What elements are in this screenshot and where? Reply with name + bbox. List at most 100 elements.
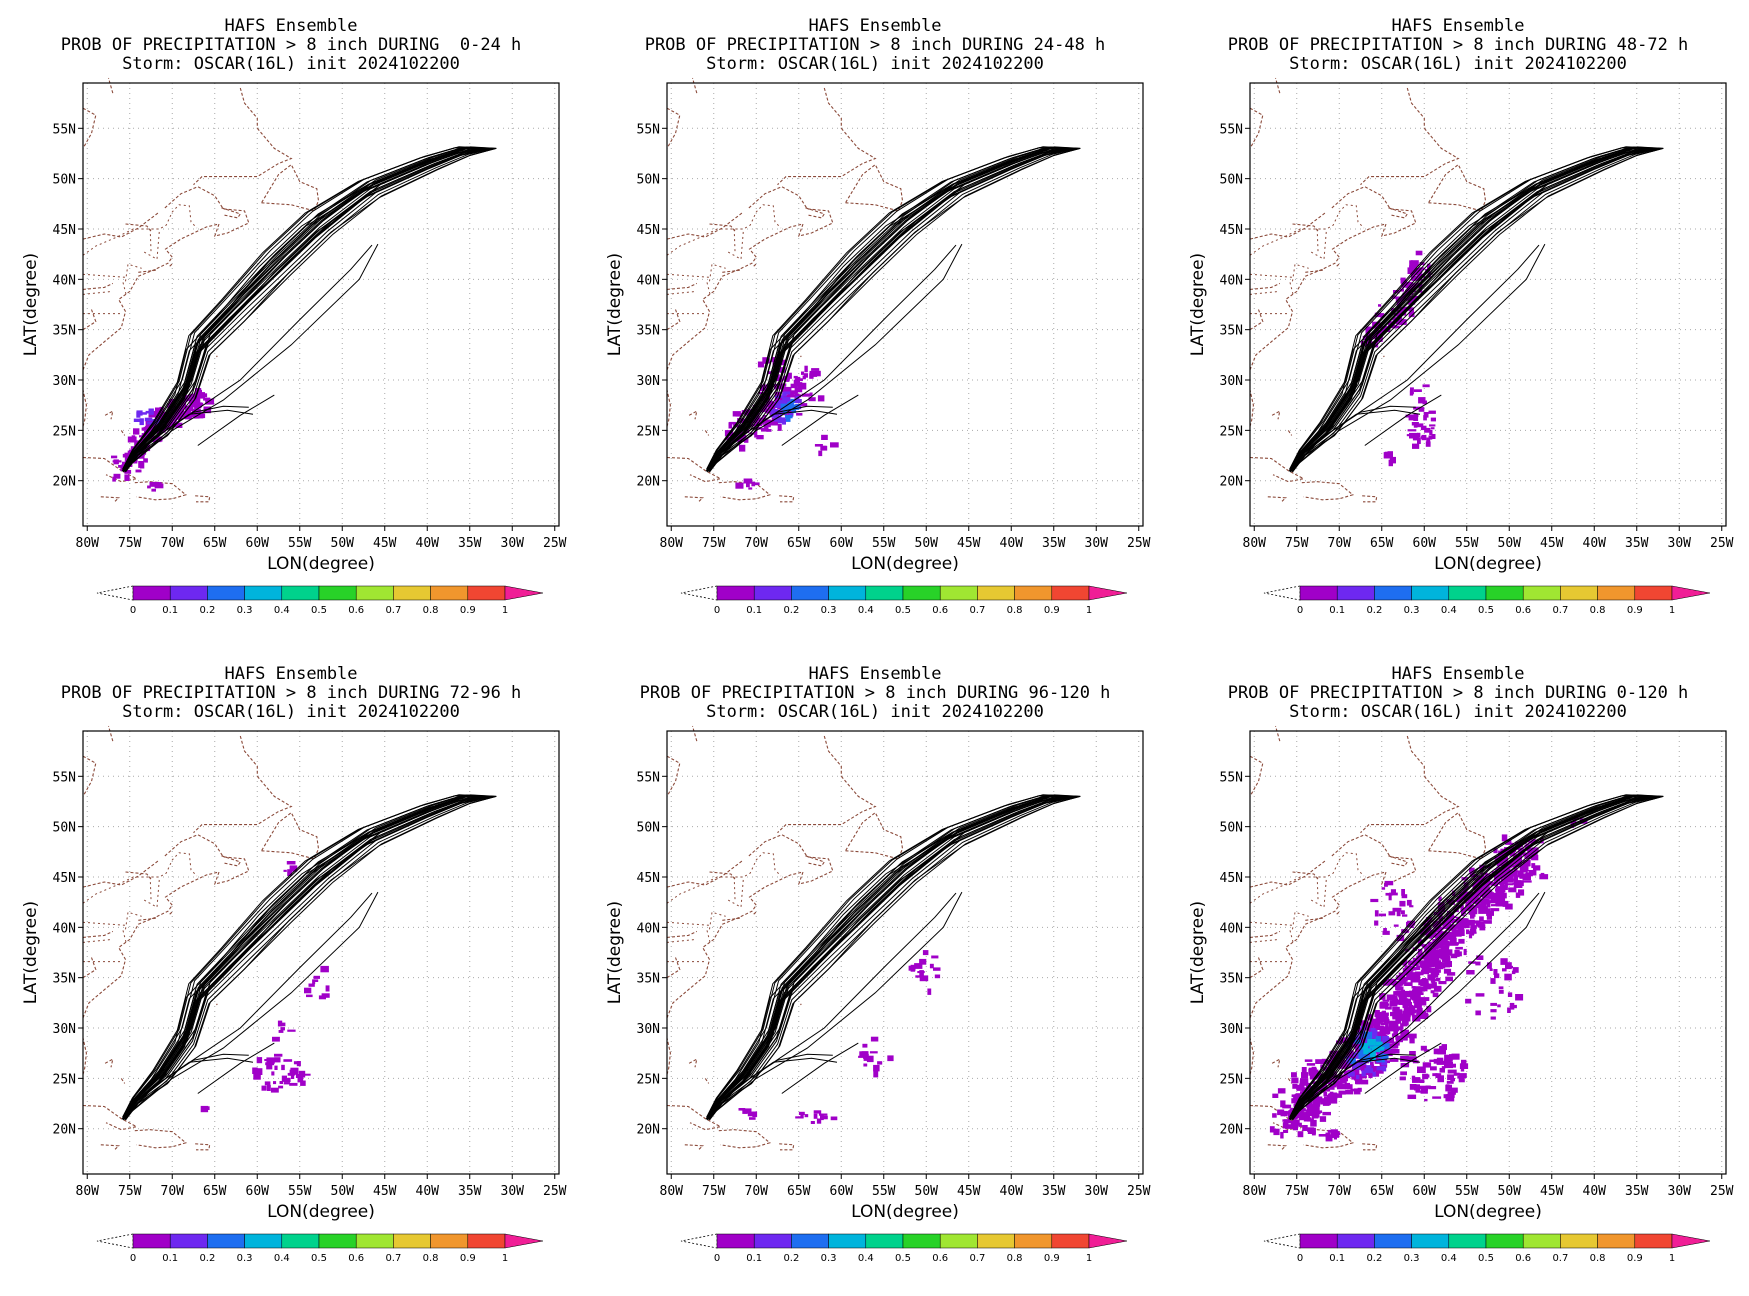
lat-tick-label: 30N xyxy=(1220,374,1243,389)
ensemble-tracks xyxy=(121,146,497,473)
colorbar-tick-label: 0.8 xyxy=(1007,605,1023,616)
lon-tick-label: 65W xyxy=(203,536,227,551)
lat-tick-label: 20N xyxy=(1220,475,1243,490)
lat-tick-label: 30N xyxy=(1220,1022,1243,1037)
lon-tick-label: 65W xyxy=(1370,536,1394,551)
colorbar: 0 0.1 0.2 0.3 0.4 0.5 0.6 0.7 0.8 0.9 1 xyxy=(1263,1233,1711,1264)
lon-tick-label: 75W xyxy=(702,536,726,551)
map-panel-4: 80W 75W 70W 65W 60W 55W 50W 45W 40W 35W 30W 25W 20N 2… xyxy=(0,648,582,1296)
lat-tick-label: 40N xyxy=(1220,273,1243,288)
map-panel-3: 80W 75W 70W 65W 60W 55W 50W 45W 40W 35W 30W 25W 20N 2… xyxy=(1167,0,1749,648)
colorbar-tick-label: 0.1 xyxy=(162,605,178,616)
lon-tick-label: 60W xyxy=(830,1184,854,1199)
political-borders xyxy=(1249,204,1365,315)
colorbar-tick-label: 1 xyxy=(1086,605,1092,616)
coastline xyxy=(666,725,904,1151)
lon-tick-label: 25W xyxy=(543,1184,567,1199)
colorbar-tick-label: 0.5 xyxy=(895,1253,911,1264)
colorbar-tick-label: 1 xyxy=(502,1253,508,1264)
lon-tick-label: 70W xyxy=(1328,536,1352,551)
lon-tick-label: 35W xyxy=(1625,536,1649,551)
lon-tick-label: 70W xyxy=(1328,1184,1352,1199)
lat-tick-label: 35N xyxy=(53,972,76,987)
panel-title: PROB OF PRECIPITATION > 8 inch DURING 24… xyxy=(644,35,1106,55)
lon-tick-label: 70W xyxy=(745,1184,769,1199)
colorbar-tick-label: 0 xyxy=(1297,1253,1303,1264)
colorbar-tick-label: 0.7 xyxy=(1552,605,1568,616)
probability-swath xyxy=(200,861,330,1113)
panel-storm-line: Storm: OSCAR(16L) init 2024102200 xyxy=(706,702,1044,722)
lon-tick-label: 25W xyxy=(543,536,567,551)
colorbar-tick-label: 0.1 xyxy=(746,1253,762,1264)
colorbar-tick-label: 0.7 xyxy=(385,605,401,616)
lat-tick-label: 50N xyxy=(637,173,660,188)
lon-tick-label: 40W xyxy=(1583,1184,1607,1199)
map-plot: 80W 75W 70W 65W 60W 55W 50W 45W 40W 35W 30W 25W 20N 2… xyxy=(605,77,1151,616)
panel-model-title: HAFS Ensemble xyxy=(808,664,942,684)
colorbar-tick-label: 0 xyxy=(130,605,136,616)
political-borders xyxy=(82,852,198,963)
lat-tick-label: 55N xyxy=(637,122,660,137)
lon-tick-label: 55W xyxy=(872,536,896,551)
ensemble-tracks xyxy=(705,146,1081,473)
colorbar-tick-label: 0.8 xyxy=(1590,605,1606,616)
lon-tick-label: 45W xyxy=(373,1184,397,1199)
colorbar-tick-label: 0.5 xyxy=(895,605,911,616)
colorbar-tick-label: 0 xyxy=(714,1253,720,1264)
lat-tick-label: 30N xyxy=(53,1022,76,1037)
colorbar-tick-label: 0.2 xyxy=(199,605,215,616)
lat-tick-label: 45N xyxy=(1220,223,1243,238)
panel-storm-line: Storm: OSCAR(16L) init 2024102200 xyxy=(122,702,460,722)
lon-tick-label: 50W xyxy=(1498,536,1522,551)
lat-tick-label: 25N xyxy=(637,424,660,439)
map-plot: 80W 75W 70W 65W 60W 55W 50W 45W 40W 35W 30W 25W 20N 2… xyxy=(1188,77,1734,616)
lon-tick-label: 40W xyxy=(1000,1184,1024,1199)
panel-model-title: HAFS Ensemble xyxy=(1391,664,1525,684)
colorbar: 0 0.1 0.2 0.3 0.4 0.5 0.6 0.7 0.8 0.9 1 xyxy=(96,1233,544,1264)
lon-tick-label: 55W xyxy=(1455,536,1479,551)
political-borders xyxy=(1249,852,1365,963)
lat-tick-label: 55N xyxy=(1220,122,1243,137)
lon-tick-label: 25W xyxy=(1710,1184,1734,1199)
y-axis-label: LAT(degree) xyxy=(605,253,625,356)
ensemble-tracks xyxy=(121,794,497,1121)
colorbar-tick-label: 0.5 xyxy=(1478,1253,1494,1264)
colorbar-tick-label: 0.4 xyxy=(274,605,290,616)
panel-storm-line: Storm: OSCAR(16L) init 2024102200 xyxy=(122,54,460,74)
lon-tick-label: 40W xyxy=(1000,536,1024,551)
ensemble-tracks xyxy=(1288,794,1664,1121)
colorbar-tick-label: 0.4 xyxy=(858,605,874,616)
map-plot: 80W 75W 70W 65W 60W 55W 50W 45W 40W 35W 30W 25W 20N 2… xyxy=(21,725,567,1264)
lon-tick-label: 35W xyxy=(1625,1184,1649,1199)
lon-tick-label: 60W xyxy=(830,536,854,551)
colorbar-tick-label: 0.2 xyxy=(1366,1253,1382,1264)
colorbar: 0 0.1 0.2 0.3 0.4 0.5 0.6 0.7 0.8 0.9 1 xyxy=(680,585,1128,616)
plot-frame xyxy=(666,82,1144,527)
lat-tick-label: 50N xyxy=(53,173,76,188)
y-axis-label: LAT(degree) xyxy=(1188,901,1208,1004)
lon-tick-label: 40W xyxy=(1583,536,1607,551)
lon-tick-label: 60W xyxy=(246,536,270,551)
political-borders xyxy=(666,204,782,315)
lon-tick-label: 45W xyxy=(957,536,981,551)
lat-tick-label: 20N xyxy=(637,475,660,490)
lon-tick-label: 55W xyxy=(872,1184,896,1199)
lon-tick-label: 50W xyxy=(331,1184,355,1199)
colorbar-tick-label: 0.8 xyxy=(1007,1253,1023,1264)
colorbar-tick-label: 0.5 xyxy=(311,605,327,616)
colorbar-tick-label: 1 xyxy=(1086,1253,1092,1264)
lon-tick-label: 50W xyxy=(915,1184,939,1199)
x-axis-label: LON(degree) xyxy=(1434,554,1542,574)
lat-tick-label: 25N xyxy=(637,1072,660,1087)
colorbar-tick-label: 0.3 xyxy=(1404,605,1420,616)
y-axis-label: LAT(degree) xyxy=(605,901,625,1004)
panel-title: PROB OF PRECIPITATION > 8 inch DURING 48… xyxy=(1227,35,1689,55)
lat-tick-label: 35N xyxy=(1220,324,1243,339)
colorbar-tick-label: 0.4 xyxy=(1441,1253,1457,1264)
panel-model-title: HAFS Ensemble xyxy=(1391,16,1525,36)
lon-tick-label: 75W xyxy=(118,1184,142,1199)
lat-tick-label: 30N xyxy=(637,374,660,389)
colorbar-tick-label: 0.7 xyxy=(969,1253,985,1264)
colorbar: 0 0.1 0.2 0.3 0.4 0.5 0.6 0.7 0.8 0.9 1 xyxy=(680,1233,1128,1264)
